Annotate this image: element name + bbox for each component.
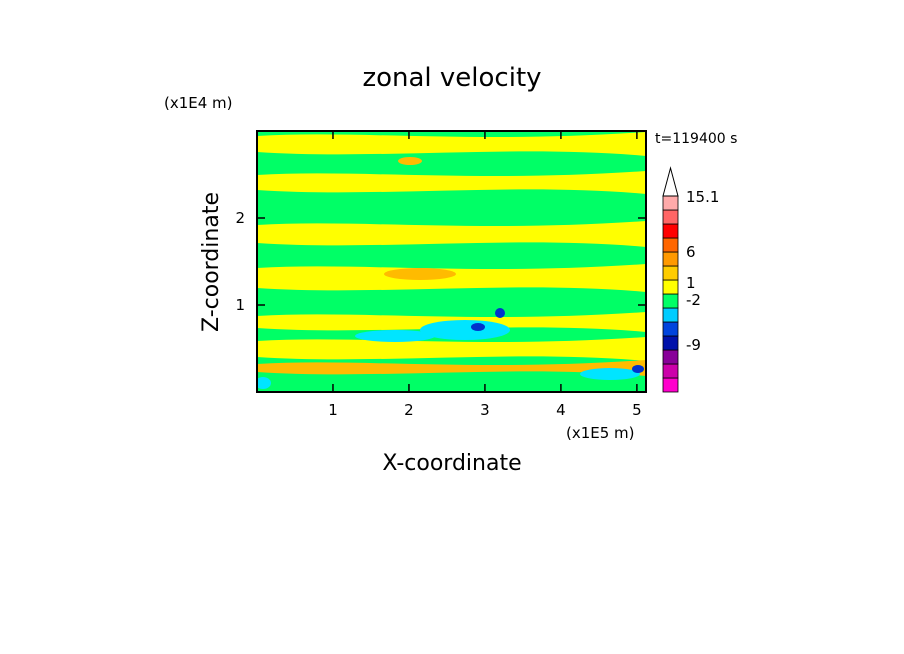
- x-tick-label: 4: [556, 401, 566, 419]
- colorbar-swatch: [662, 377, 679, 393]
- strong-positive-band: [257, 360, 646, 376]
- colorbar-label: 1: [686, 274, 696, 292]
- colorbar-arrow: [662, 166, 679, 197]
- x-axis-label: X-coordinate: [382, 451, 521, 476]
- colorbar-label: -9: [686, 336, 701, 354]
- colorbar-swatch: [662, 237, 679, 253]
- colorbar: 15.1 6 1-2 -9: [662, 166, 719, 393]
- colorbar-label: 15.1: [686, 188, 719, 206]
- colorbar-swatch: [662, 279, 679, 295]
- negative-patch: [580, 368, 640, 380]
- strong-positive-patch: [398, 157, 422, 165]
- plot-frame: [256, 130, 647, 393]
- y-tick-label: 2: [235, 209, 245, 227]
- x-units-label: (x1E5 m): [566, 424, 635, 442]
- y-tick-label: 1: [235, 296, 245, 314]
- y-axis: 12: [235, 209, 646, 314]
- strong-negative-patch: [495, 308, 505, 318]
- strong-negative-patch: [632, 365, 644, 373]
- colorbar-swatch: [662, 349, 679, 365]
- negative-patch: [420, 320, 510, 340]
- x-axis: 1 2 3 4 5: [328, 131, 642, 419]
- positive-band: [257, 221, 646, 247]
- colorbar-swatch: [662, 223, 679, 239]
- strong-positive-patch: [384, 268, 456, 280]
- colorbar-swatch: [662, 251, 679, 267]
- colorbar-swatch: [662, 209, 679, 225]
- positive-band: [257, 264, 646, 292]
- colorbar-swatch: [662, 363, 679, 379]
- colorbar-swatch: [662, 265, 679, 281]
- y-units-label: (x1E4 m): [164, 94, 233, 112]
- colorbar-label: -2: [686, 291, 701, 309]
- colorbar-swatch: [662, 321, 679, 337]
- time-label: t=119400 s: [655, 131, 737, 147]
- positive-band: [257, 337, 646, 361]
- positive-band: [257, 171, 646, 194]
- chart-title: zonal velocity: [362, 63, 541, 93]
- x-tick-label: 2: [404, 401, 414, 419]
- x-tick-label: 5: [632, 401, 642, 419]
- x-tick-label: 1: [328, 401, 338, 419]
- negative-patch: [257, 377, 271, 389]
- y-axis-label: Z-coordinate: [199, 192, 224, 332]
- colorbar-swatch: [662, 195, 679, 211]
- strong-negative-patch: [471, 323, 485, 331]
- negative-patch: [355, 330, 435, 342]
- colorbar-swatch: [662, 307, 679, 323]
- colorbar-label: 6: [686, 243, 696, 261]
- x-tick-label: 3: [480, 401, 490, 419]
- positive-band: [257, 132, 646, 156]
- colorbar-swatch: [662, 293, 679, 309]
- contour-field: [257, 131, 646, 392]
- colorbar-swatch: [662, 335, 679, 351]
